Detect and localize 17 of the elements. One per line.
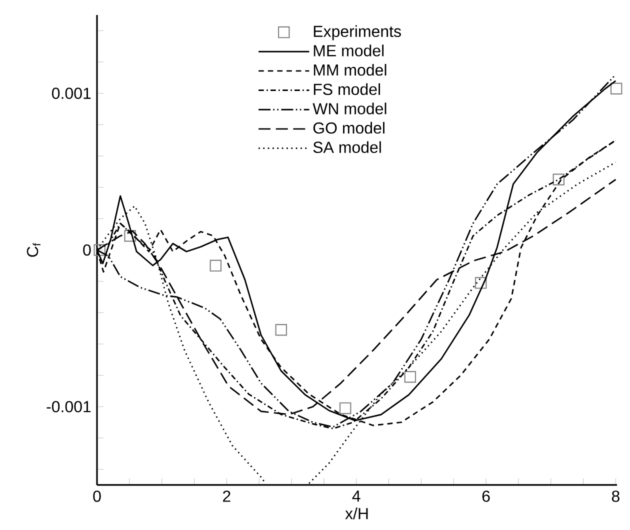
- legend-label: MM model: [314, 64, 386, 76]
- x-tick-label: 0: [93, 490, 101, 502]
- legend-label: WN model: [312, 102, 386, 114]
- legend-label: SA model: [313, 141, 381, 153]
- x-tick-label: 8: [612, 490, 620, 502]
- x-tick-label: 6: [482, 490, 490, 502]
- y-tick-label: -0.001: [46, 400, 91, 412]
- x-axis-title: x/H: [345, 508, 368, 520]
- legend-label: FS model: [314, 83, 380, 96]
- legend-label: Experiments: [314, 25, 401, 40]
- y-axis-title: C$_{f}$: [26, 243, 40, 257]
- legend-label: ME model: [314, 44, 384, 56]
- y-tick-label: 0.001: [52, 88, 91, 99]
- y-tick-label: 0: [83, 244, 91, 256]
- x-tick-label: 4: [352, 490, 360, 502]
- legend-label: GO model: [313, 122, 384, 134]
- x-tick-label: 2: [223, 490, 230, 502]
